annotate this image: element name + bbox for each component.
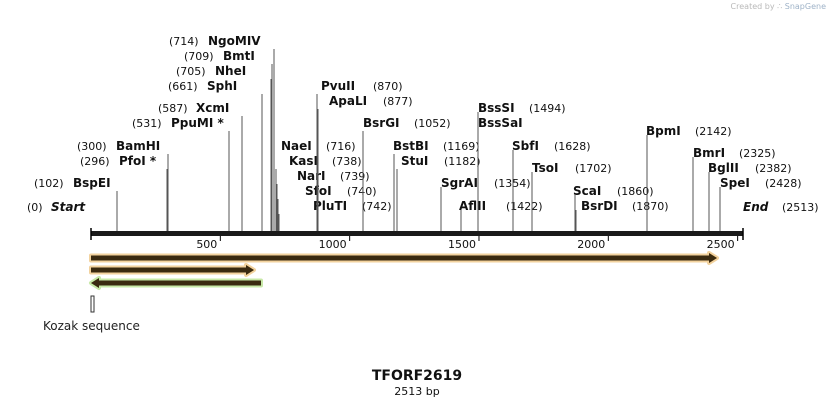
credit-brand: SnapGene: [784, 2, 826, 11]
site-name: PvuII: [321, 79, 355, 93]
site-name: AflII: [459, 199, 486, 213]
site-name: NarI: [297, 169, 326, 183]
site-name: SphI: [207, 79, 237, 93]
start-label: Start: [51, 200, 86, 214]
site-name: BstBI: [393, 139, 429, 153]
orf-reverse: [91, 278, 261, 288]
site-position: (1354): [494, 177, 531, 190]
ruler-tick-label: 1000: [319, 238, 347, 251]
site-position: (1628): [554, 140, 591, 153]
site-name: BmrI: [693, 146, 725, 160]
credit-prefix: Created by: [730, 2, 775, 11]
site-position: (705): [176, 65, 206, 78]
site-position: (1494): [529, 102, 566, 115]
site-name: XcmI: [196, 101, 229, 115]
site-name: PpuMI *: [171, 116, 225, 130]
site-position: (1182): [444, 155, 481, 168]
map-length: 2513 bp: [394, 385, 440, 398]
site-position: (740): [347, 185, 377, 198]
kozak-marker: [90, 295, 95, 313]
sequence-backbone: [91, 231, 743, 236]
start-position: (0): [27, 201, 43, 214]
site-position: (714): [169, 35, 199, 48]
site-name: NaeI: [281, 139, 312, 153]
site-name: PfoI *: [119, 154, 157, 168]
site-name: StuI: [401, 154, 428, 168]
kozak-label: Kozak sequence: [43, 319, 140, 333]
site-name: ScaI: [573, 184, 601, 198]
site-name: BssSI: [478, 101, 515, 115]
ruler-tick-label: 1500: [448, 238, 476, 251]
site-position: (2428): [765, 177, 802, 190]
site-position: (1169): [443, 140, 480, 153]
site-name: BspEI: [73, 176, 111, 190]
site-name: NgoMIV: [208, 34, 261, 48]
site-name: SbfI: [512, 139, 539, 153]
site-position: (716): [326, 140, 356, 153]
site-name: BamHI: [116, 139, 160, 153]
snapgene-credit: Created by ∴ SnapGene: [731, 2, 826, 11]
site-name: BsrDI: [581, 199, 618, 213]
site-position: (1422): [506, 200, 543, 213]
site-name: KasI: [289, 154, 318, 168]
site-position: (2142): [695, 125, 732, 138]
site-position: (742): [362, 200, 392, 213]
site-position: (738): [332, 155, 362, 168]
site-name: NheI: [215, 64, 246, 78]
site-name: ApaLI: [329, 94, 367, 108]
site-name: TsoI: [532, 161, 558, 175]
site-name: BssSaI: [478, 116, 523, 130]
site-position: (296): [80, 155, 110, 168]
site-position: (2382): [755, 162, 792, 175]
ruler-tick-label: 500: [196, 238, 217, 251]
site-position: (587): [158, 102, 188, 115]
orf-forward-long: [91, 253, 717, 263]
site-position: (870): [373, 80, 403, 93]
site-name: BpmI: [646, 124, 681, 138]
site-name: SgrAI: [441, 176, 478, 190]
snapgene-logo-icon: ∴: [777, 2, 783, 11]
site-position: (300): [77, 140, 107, 153]
site-name: BsrGI: [363, 116, 400, 130]
site-position: (2325): [739, 147, 776, 160]
site-name: BglII: [708, 161, 739, 175]
ruler-tick-label: 2500: [707, 238, 735, 251]
site-position: (661): [168, 80, 198, 93]
site-position: (877): [383, 95, 413, 108]
site-position: (1702): [575, 162, 612, 175]
site-position: (102): [34, 177, 64, 190]
site-name: PluTI: [313, 199, 347, 213]
site-position: (739): [340, 170, 370, 183]
map-title: TFORF2619: [371, 368, 463, 384]
end-label: End: [743, 200, 769, 214]
ruler-tick-label: 2000: [577, 238, 605, 251]
orf-forward-short: [91, 265, 254, 275]
end-position: (2513): [782, 201, 819, 214]
site-position: (1860): [617, 185, 654, 198]
site-position: (709): [184, 50, 214, 63]
site-position: (1052): [414, 117, 451, 130]
site-name: BmtI: [223, 49, 255, 63]
site-name: SpeI: [720, 176, 750, 190]
site-position: (531): [132, 117, 162, 130]
site-position: (1870): [632, 200, 669, 213]
